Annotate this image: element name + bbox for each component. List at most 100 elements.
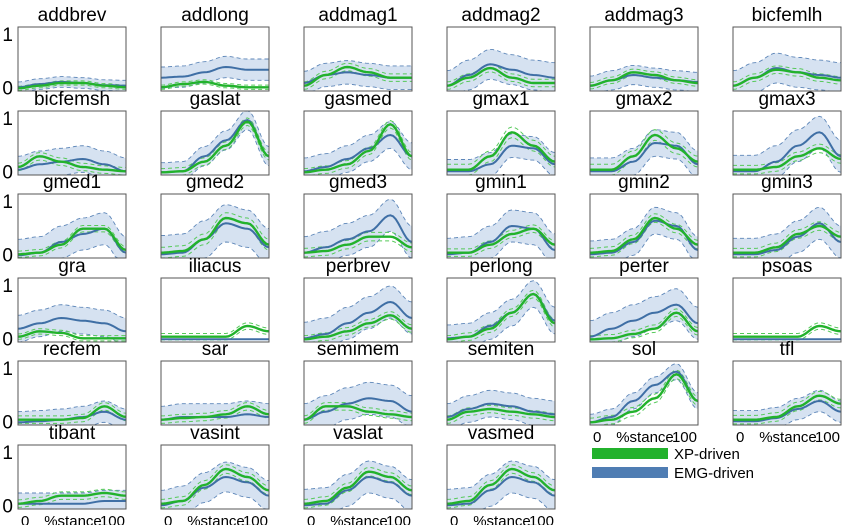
xp-upper-gmax1 <box>447 126 555 165</box>
y-tick-label: 1 <box>2 276 13 297</box>
xp-line-gmed1 <box>18 227 126 256</box>
emg-band-gasmed <box>304 121 412 175</box>
xp-line-sol <box>590 373 698 424</box>
emg-upper-perlong <box>447 280 555 326</box>
xp-line-iliacus <box>161 324 269 338</box>
emg-lower-vasint <box>161 491 269 509</box>
xp-upper-gmax2 <box>590 129 698 165</box>
panel-frame <box>446 444 556 510</box>
emg-lower-semimem <box>304 413 412 425</box>
emg-line-gra <box>18 316 126 333</box>
emg-line-gmed3 <box>304 214 412 254</box>
xp-line-gmed3 <box>304 235 412 254</box>
x-axis-name: %stance <box>187 513 245 525</box>
emg-lower-gmax2 <box>590 155 698 175</box>
xp-line-gmax3 <box>733 147 841 171</box>
legend-swatch <box>592 467 668 478</box>
panel-title: addmag1 <box>318 5 397 26</box>
emg-upper-gmed1 <box>18 212 126 240</box>
xp-upper-tfl <box>733 390 841 416</box>
x-axis-end-tick: 100 <box>672 429 697 446</box>
xp-lower-gmed1 <box>18 231 126 258</box>
xp-lower-tibant <box>18 496 126 508</box>
emg-lower-gmin1 <box>447 241 555 258</box>
emg-upper-bicfemlh <box>733 52 841 72</box>
x-axis-end-tick: 100 <box>529 513 554 525</box>
emg-upper-semimem <box>304 381 412 405</box>
emg-upper-vasint <box>161 461 269 491</box>
panel-title: gasmed <box>324 89 392 110</box>
emg-lower-vaslat <box>304 492 412 509</box>
panel-gmax3: gmax3 <box>732 89 842 176</box>
panel-frame <box>303 193 413 259</box>
xp-lower-semiten <box>447 412 555 424</box>
y-tick-label: 0 <box>2 329 13 350</box>
panel-title: vaslat <box>333 423 383 444</box>
panel-addmag2: addmag2 <box>446 5 556 92</box>
y-tick-label: 1 <box>2 25 13 46</box>
y-tick-label: 1 <box>2 443 13 464</box>
legend: XP-driven EMG-driven <box>592 446 754 482</box>
panel-iliacus: iliacus <box>160 256 270 343</box>
xp-line-gasmed <box>304 122 412 174</box>
xp-upper-vasmed <box>447 464 555 500</box>
panel-title: addlong <box>181 5 249 26</box>
panel-title: addmag2 <box>461 5 540 26</box>
xp-upper-vasint <box>161 464 269 500</box>
xp-line-gmin1 <box>447 227 555 254</box>
emg-band-semiten <box>447 390 555 425</box>
emg-upper-addmag1 <box>304 60 412 72</box>
panel-gmed2: gmed2 <box>160 172 270 259</box>
xp-upper-gmin2 <box>590 213 698 249</box>
xp-line-vasmed <box>447 467 555 505</box>
xp-upper-addmag2 <box>447 63 555 83</box>
panel-frame <box>160 444 270 510</box>
x-axis-end-tick: 100 <box>386 513 411 525</box>
emg-lower-gmin2 <box>590 233 698 258</box>
emg-band-gmed3 <box>304 199 412 258</box>
panel-frame <box>160 277 270 343</box>
emg-upper-perter <box>590 288 698 322</box>
y-tick-label: 0 <box>2 496 13 517</box>
emg-band-addlong <box>161 56 269 89</box>
xp-line-gmax1 <box>447 131 555 171</box>
xp-line-perlong <box>447 292 555 341</box>
xp-line-addmag3 <box>590 71 698 87</box>
panel-title: gmin1 <box>475 172 527 193</box>
panel-title: bicfemsh <box>34 89 110 110</box>
xp-lower-gmax1 <box>447 137 555 175</box>
panel-title: sar <box>202 339 229 360</box>
emg-line-bicfemsh <box>18 157 126 173</box>
xp-upper-semiten <box>447 404 555 417</box>
panel-gmin2: gmin2 <box>589 172 699 259</box>
xp-line-addlong <box>161 80 269 89</box>
emg-upper-recfem <box>18 400 126 413</box>
panel-title: gmax3 <box>758 89 815 110</box>
emg-line-vasmed <box>447 475 555 507</box>
xp-lower-gmin1 <box>447 231 555 257</box>
xp-lower-perlong <box>447 297 555 342</box>
panel-frame <box>160 26 270 92</box>
xp-upper-tibant <box>18 488 126 501</box>
panel-frame <box>589 277 699 343</box>
emg-lower-addmag2 <box>447 78 555 91</box>
panel-title: gmed1 <box>43 172 101 193</box>
panel-frame <box>17 360 127 426</box>
xp-line-gra <box>18 330 126 340</box>
emg-upper-gmin1 <box>447 209 555 239</box>
emg-band-tfl <box>733 390 841 425</box>
x-axis-name: %stance <box>44 513 102 525</box>
panel-gra: gra 0 1 <box>2 256 127 350</box>
panel-semiten: semiten <box>446 339 556 426</box>
panel-title: vasmed <box>468 423 535 444</box>
xp-lower-bicfemlh <box>733 72 841 90</box>
xp-line-addmag1 <box>304 65 412 87</box>
panel-recfem: recfem 0 1 <box>2 339 127 433</box>
panel-frame <box>732 110 842 176</box>
panel-title: gmin3 <box>761 172 813 193</box>
panel-gaslat: gaslat <box>160 89 270 176</box>
panel-frame <box>732 193 842 259</box>
